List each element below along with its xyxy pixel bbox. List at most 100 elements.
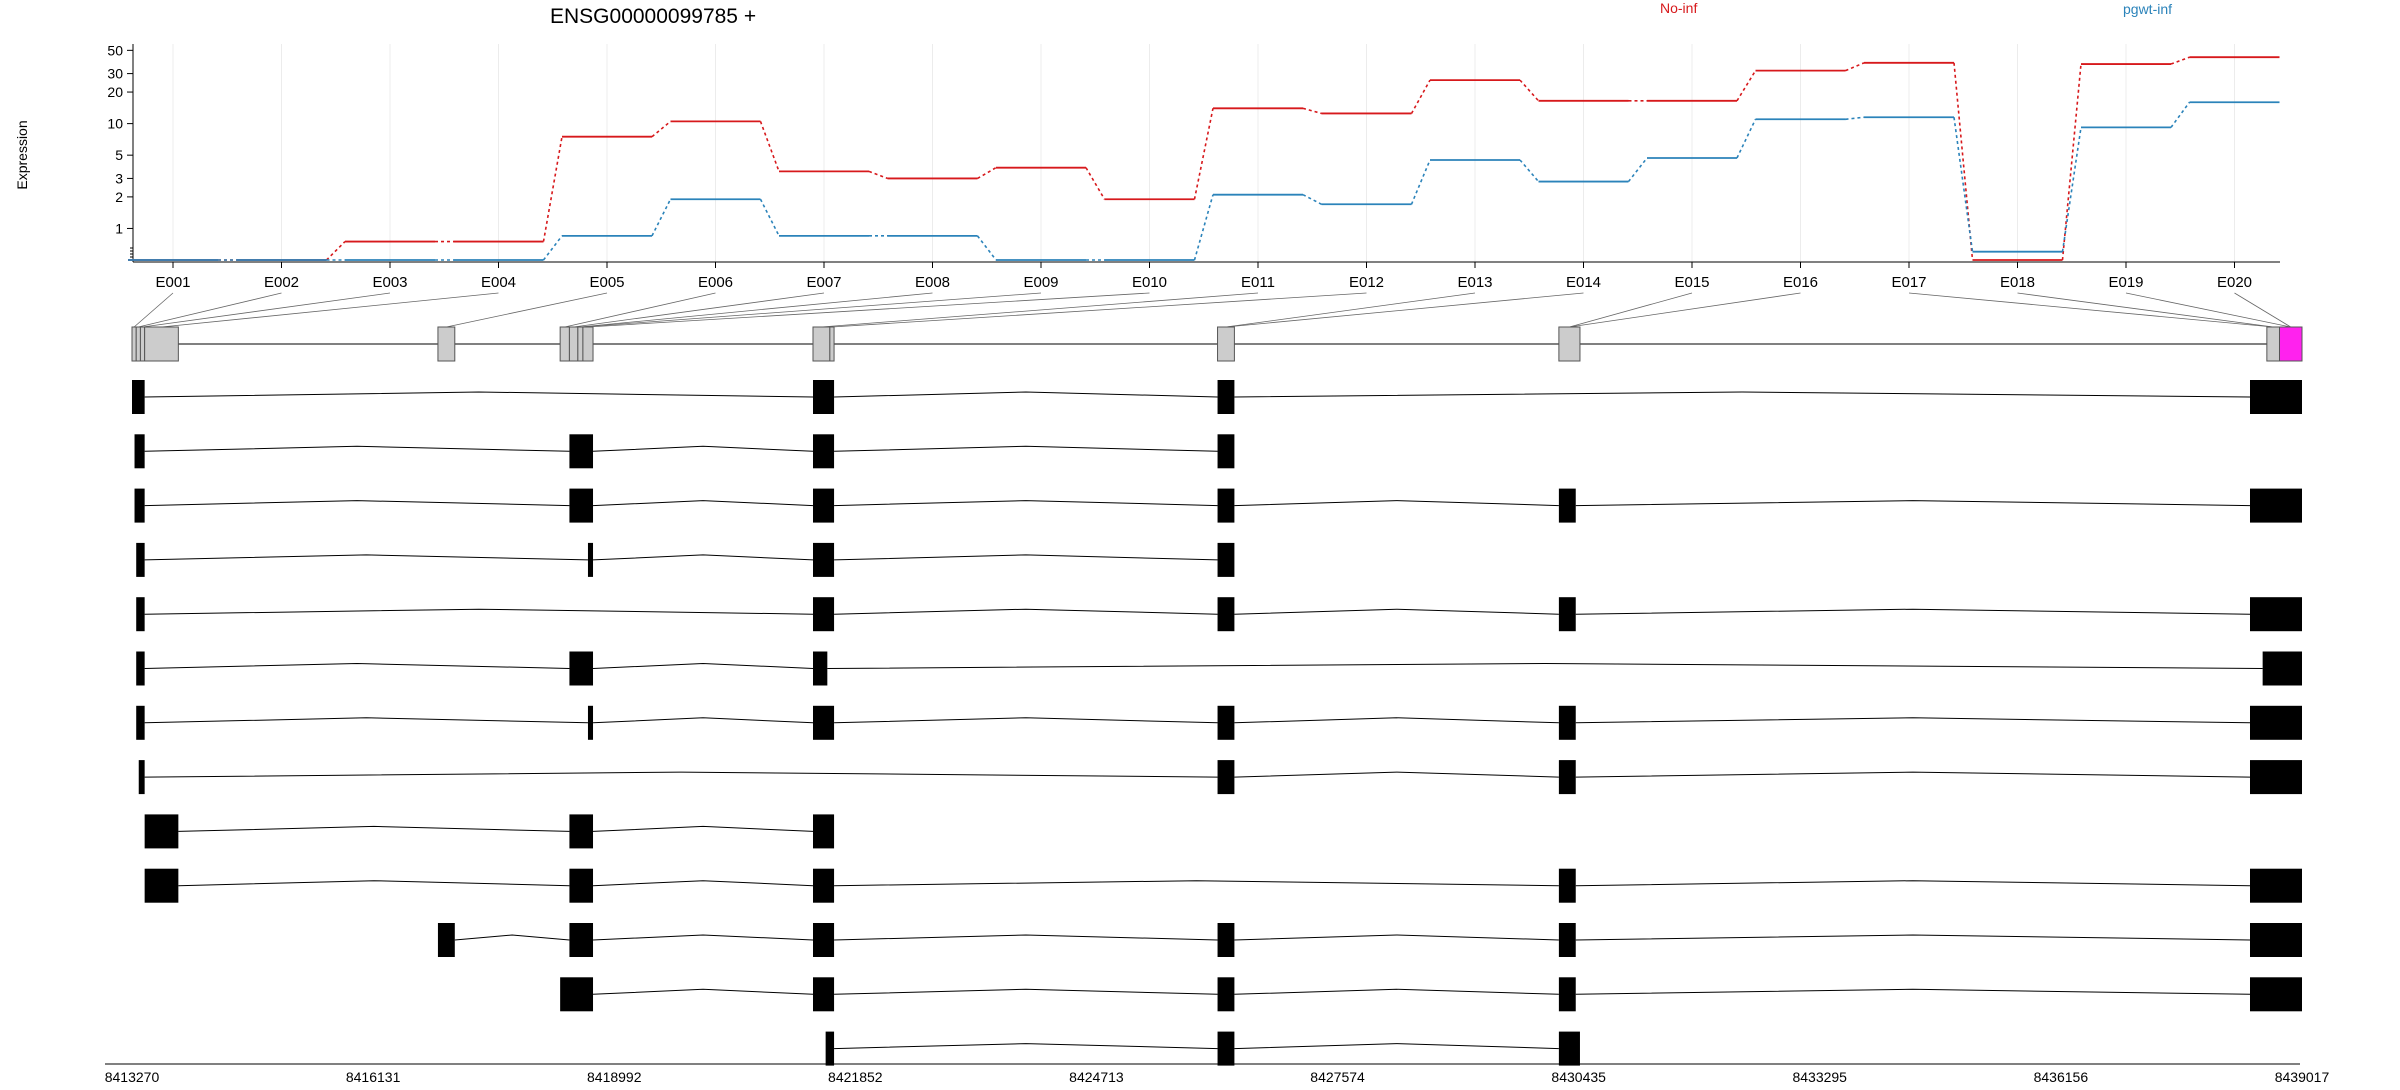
chart-title: ENSG00000099785 +	[550, 5, 756, 28]
intron	[1575, 880, 2251, 887]
exon-bin	[139, 326, 146, 362]
exon-block	[2249, 597, 2302, 632]
intron	[834, 880, 1559, 887]
exon-block	[136, 651, 145, 686]
exon-block	[1558, 1031, 1580, 1066]
coordinate-label: 8416131	[346, 1069, 401, 1085]
coordinate-label: 8427574	[1310, 1069, 1365, 1085]
series-no-inf-step	[1085, 167, 1106, 200]
exon-block	[1217, 1031, 1235, 1066]
y-tick-label-10: 10	[107, 116, 123, 132]
intron	[144, 608, 814, 615]
exon-connector-e006	[564, 292, 716, 328]
x-tick-label-e015: E015	[1674, 274, 1709, 291]
exon-block	[136, 705, 145, 740]
exon-bin	[582, 326, 594, 362]
series-no-inf	[128, 56, 2280, 261]
transcript-13	[825, 1031, 1580, 1066]
series-pgwt-inf-step	[542, 235, 563, 261]
exon-connector-e003	[142, 292, 391, 328]
exon-block	[132, 380, 145, 414]
exon-block	[138, 760, 145, 795]
x-tick-label-e011: E011	[1241, 274, 1275, 291]
exon-bin-track	[131, 326, 2303, 362]
exon-block	[812, 923, 835, 957]
intron	[1575, 771, 2251, 778]
exon-block	[1217, 434, 1235, 469]
exon-block	[569, 923, 594, 957]
y-tick-label-5: 5	[115, 147, 123, 163]
exon-connector-e002	[138, 292, 282, 328]
exon-block	[134, 434, 145, 469]
exon-connector-e016	[1569, 292, 1801, 328]
intron	[834, 1043, 1218, 1050]
x-tick-label-e016: E016	[1783, 274, 1818, 291]
exon-block	[1217, 923, 1235, 957]
intron	[1234, 1043, 1559, 1050]
coordinate-label: 8413270	[105, 1069, 160, 1085]
series-no-inf-step	[1519, 79, 1540, 102]
coordinate-label: 8436156	[2034, 1069, 2089, 1085]
exon-bin	[812, 326, 831, 362]
exon-block	[1558, 868, 1576, 903]
grid	[172, 44, 2235, 262]
intron	[1575, 500, 2251, 507]
intron	[1575, 988, 2251, 995]
exon-block	[2249, 760, 2302, 795]
intron	[592, 988, 814, 995]
intron	[592, 445, 814, 452]
intron	[592, 934, 814, 941]
intron	[1234, 608, 1559, 615]
exon-block	[2249, 488, 2302, 523]
exon-block	[560, 977, 594, 1012]
intron	[144, 500, 570, 507]
transcript-11	[437, 923, 2302, 957]
exon-block	[812, 651, 828, 686]
series-pgwt-inf	[128, 101, 2280, 261]
series-no-inf-step	[1302, 107, 1322, 115]
exon-block	[136, 542, 145, 577]
series-pgwt-inf-step	[2061, 127, 2082, 252]
x-tick-label-e002: E002	[264, 274, 299, 291]
exon-block	[2249, 705, 2302, 740]
series-no-inf-step	[2061, 63, 2082, 261]
y-tick-label-20: 20	[107, 84, 123, 100]
x-tick-label-e017: E017	[1891, 274, 1926, 291]
exon-connector-e001	[133, 292, 174, 328]
intron	[592, 662, 814, 669]
x-tick-label-e020: E020	[2217, 274, 2252, 291]
exon-block	[1217, 705, 1235, 740]
intron	[144, 771, 1218, 778]
exon-block	[2249, 868, 2302, 903]
transcript-4	[136, 542, 1235, 577]
exon-bin	[131, 326, 137, 362]
exon-connector-e008	[580, 292, 933, 328]
series-pgwt-inf-step	[1519, 159, 1540, 183]
intron	[592, 554, 814, 561]
intron	[144, 717, 588, 724]
intron	[834, 988, 1218, 995]
exon-block	[812, 488, 835, 523]
x-tick-label-e013: E013	[1457, 274, 1492, 291]
exon-block	[1558, 488, 1576, 523]
intron	[1234, 500, 1559, 507]
intron	[1575, 608, 2251, 615]
exon-block	[134, 488, 145, 523]
series-pgwt-inf-step	[1953, 117, 1974, 252]
intron	[827, 662, 2263, 669]
transcript-6	[136, 651, 2302, 686]
series-pgwt-inf-step	[2170, 101, 2191, 128]
exon-block	[569, 868, 594, 903]
series-no-inf-step	[1410, 79, 1431, 114]
exon-block	[825, 1031, 835, 1066]
exon-block	[812, 705, 835, 740]
series-pgwt-inf-step	[1410, 159, 1431, 205]
exon-block	[812, 434, 835, 469]
coordinate-label: 8424713	[1069, 1069, 1124, 1085]
coordinate-label: 8430435	[1551, 1069, 1606, 1085]
intron	[1575, 717, 2251, 724]
exon-connector-e020	[2234, 292, 2291, 328]
exon-connector-e014	[1225, 292, 1584, 328]
exon-block	[1217, 488, 1235, 523]
